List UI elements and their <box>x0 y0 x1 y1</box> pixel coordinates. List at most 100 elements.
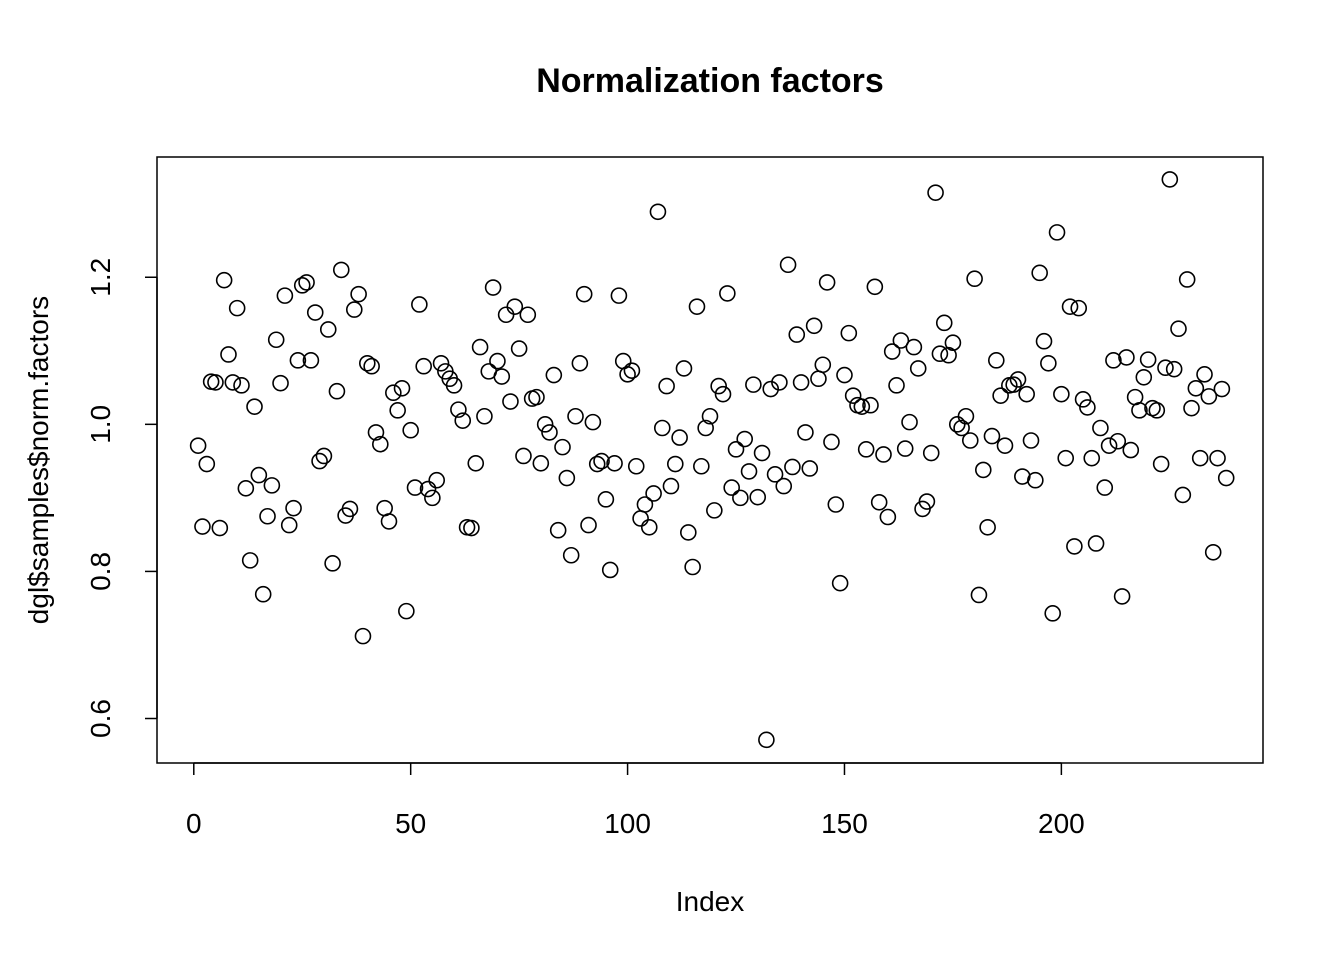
point <box>597 491 615 508</box>
point <box>1027 471 1044 489</box>
point <box>580 516 597 534</box>
point <box>1092 419 1109 437</box>
chart-title: Normalization factors <box>536 62 884 100</box>
point <box>1204 543 1222 561</box>
point <box>680 524 697 541</box>
point <box>341 500 359 518</box>
point <box>593 452 610 470</box>
point <box>1161 171 1179 188</box>
point <box>454 412 472 429</box>
point <box>688 298 706 315</box>
x-tick-label: 200 <box>1038 808 1085 839</box>
point <box>215 271 233 289</box>
point <box>1170 320 1187 338</box>
point <box>584 413 602 431</box>
point <box>415 357 432 375</box>
point <box>844 387 862 404</box>
point <box>224 374 242 391</box>
point <box>653 419 671 437</box>
point <box>970 586 988 604</box>
point <box>1061 298 1079 315</box>
point <box>389 402 406 419</box>
point <box>554 438 571 456</box>
point <box>1196 366 1213 383</box>
point <box>419 480 437 498</box>
point <box>506 298 524 315</box>
point <box>862 396 879 414</box>
point <box>792 374 810 391</box>
point <box>493 368 511 385</box>
point <box>814 356 832 374</box>
point <box>892 332 910 349</box>
point <box>805 317 823 335</box>
point <box>1031 264 1048 282</box>
point <box>1165 360 1183 378</box>
point <box>246 398 263 415</box>
point <box>745 376 762 393</box>
point <box>961 432 979 449</box>
point <box>905 338 923 356</box>
point <box>207 374 224 391</box>
x-tick-label: 150 <box>821 808 868 839</box>
point <box>697 419 714 437</box>
point <box>189 437 207 454</box>
point <box>1105 352 1122 369</box>
point <box>306 304 324 321</box>
point <box>619 366 636 383</box>
point <box>996 437 1014 454</box>
point <box>272 374 289 392</box>
point <box>463 519 480 537</box>
point <box>1131 402 1148 419</box>
point <box>632 510 649 527</box>
point <box>332 261 350 279</box>
point <box>918 493 936 510</box>
point <box>940 346 957 364</box>
point <box>606 455 623 472</box>
x-tick-label: 100 <box>604 808 651 839</box>
point <box>280 516 298 534</box>
point <box>879 508 897 526</box>
point <box>1135 368 1153 386</box>
point <box>510 340 528 357</box>
point <box>571 354 589 372</box>
point <box>519 306 537 324</box>
point <box>1157 359 1174 377</box>
point <box>575 285 593 303</box>
point <box>241 552 259 569</box>
point <box>1022 432 1040 449</box>
point <box>827 496 845 513</box>
point <box>406 479 424 496</box>
point <box>840 324 858 342</box>
point <box>211 519 229 537</box>
point <box>727 441 745 458</box>
point <box>992 387 1009 404</box>
point <box>1070 299 1088 317</box>
point <box>1139 351 1157 368</box>
y-tick-label: 0.8 <box>85 552 116 591</box>
point <box>1053 385 1070 403</box>
point <box>775 477 793 495</box>
point <box>1187 379 1205 397</box>
point <box>1200 388 1218 405</box>
point <box>385 384 402 402</box>
point <box>948 416 966 433</box>
point <box>1174 486 1192 504</box>
point <box>1122 441 1140 459</box>
point <box>254 585 272 603</box>
point <box>1109 432 1127 450</box>
point <box>233 377 250 394</box>
point <box>788 326 806 343</box>
point <box>1040 354 1057 372</box>
point <box>489 352 506 370</box>
point <box>545 366 563 384</box>
point <box>289 352 307 369</box>
point <box>194 518 211 535</box>
point <box>359 354 376 372</box>
point <box>684 558 701 576</box>
point <box>398 602 415 620</box>
point <box>714 385 732 403</box>
point <box>1118 349 1135 366</box>
point <box>784 458 801 476</box>
point <box>1014 468 1031 485</box>
point <box>706 502 723 519</box>
